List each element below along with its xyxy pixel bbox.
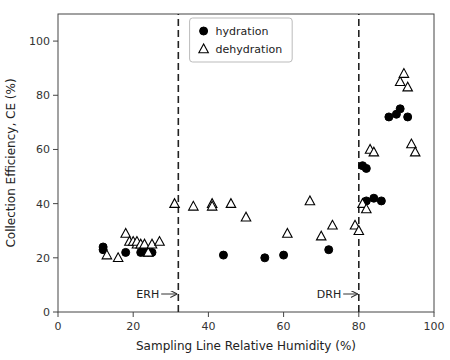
dehydration-point [241,212,251,221]
x-tick-label: 40 [201,320,215,333]
y-tick [53,257,58,258]
hydration-point [261,254,269,262]
dehydration-point [170,199,180,208]
x-tick [208,312,209,317]
y-tick [53,149,58,150]
hydration-point [280,251,288,259]
legend: hydration dehydration [190,18,293,62]
dehydration-point [316,231,326,240]
x-tick [434,312,435,317]
y-tick-label: 20 [36,252,50,265]
dehydration-point [410,147,420,156]
x-tick [133,312,134,317]
dehydration-point [399,69,409,78]
dehydration-point [328,220,338,229]
hydration-point [219,251,227,259]
hydration-point [377,197,385,205]
y-tick-label: 40 [36,198,50,211]
hydration-point [396,105,404,113]
x-tick-label: 60 [277,320,291,333]
annotation-arrow [343,294,358,295]
dehydration-point [121,228,130,237]
y-axis-label: Collection Efficiency, CE (%) [4,78,18,247]
dehydration-point [369,147,379,156]
dehydration-point [155,237,165,246]
legend-label: dehydration [216,43,283,56]
hydration-point [122,248,130,256]
threshold-line [178,14,180,312]
legend-symbol [199,44,209,53]
annotation-arrow [161,294,177,295]
legend-box [190,18,293,62]
dehydration-point [395,77,405,86]
x-axis-label: Sampling Line Relative Humidity (%) [136,339,356,353]
annotation-label: ERH [136,288,159,301]
dehydration-point [362,204,372,213]
hydration-point [325,246,333,254]
y-tick [53,203,58,204]
x-tick-label: 20 [126,320,140,333]
dehydration-point [143,247,153,256]
dehydration-point [283,228,293,237]
y-tick-label: 100 [29,35,50,48]
hydration-point [99,243,107,251]
y-tick [53,312,58,313]
dehydration-point [354,226,364,235]
chart: 0 20 40 60 80 100 0 20 40 60 80 100 Sampling Line Re… [0,0,450,360]
dehydration-point [226,199,236,208]
dehydration-point [189,201,199,210]
y-tick-label: 80 [36,89,50,102]
legend-symbol [200,27,208,35]
y-tick [53,95,58,96]
dehydration-point [102,250,112,259]
hydration-point [385,113,393,121]
dehydration-point [403,82,413,91]
x-tick [358,312,359,317]
x-tick-label: 0 [55,320,62,333]
y-tick-label: 60 [36,143,50,156]
background [0,0,450,360]
annotation-label: DRH [317,288,341,301]
x-tick-label: 100 [424,320,445,333]
hydration-point [362,164,370,172]
plot-frame [58,14,434,312]
hydration-point [404,113,412,121]
dehydration-point [407,139,417,148]
plot-area [99,14,420,312]
dehydration-point [113,253,123,262]
x-tick [58,312,59,317]
dehydration-point [207,201,217,210]
x-tick [283,312,284,317]
dehydration-point [305,196,315,205]
y-tick [53,41,58,42]
legend-label: hydration [216,25,269,38]
hydration-point [370,194,378,202]
y-tick-label: 0 [43,306,50,319]
x-tick-label: 80 [352,320,366,333]
